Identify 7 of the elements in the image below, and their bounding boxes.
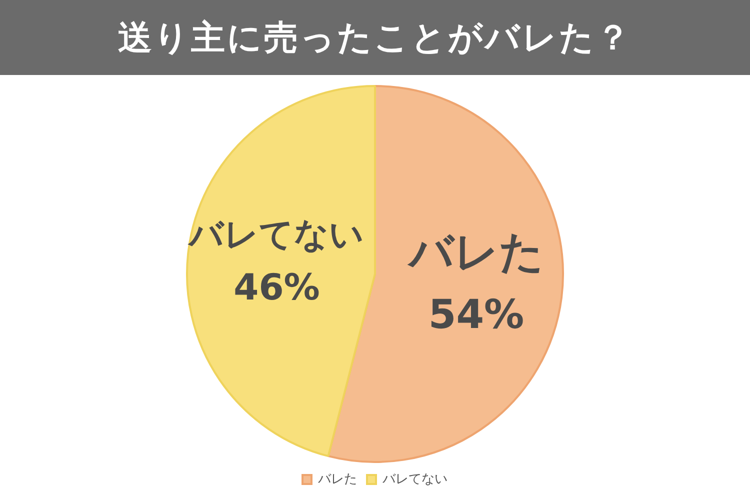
data-label: 54% — [428, 292, 524, 338]
legend-label: バレてない — [382, 471, 448, 486]
chart-title: 送り主に売ったことがバレた？ — [0, 0, 750, 75]
legend-label: バレた — [317, 471, 357, 486]
slice-label: バレてない — [187, 215, 364, 256]
slice-label: バレた — [406, 227, 544, 278]
data-label: 46% — [234, 268, 320, 309]
